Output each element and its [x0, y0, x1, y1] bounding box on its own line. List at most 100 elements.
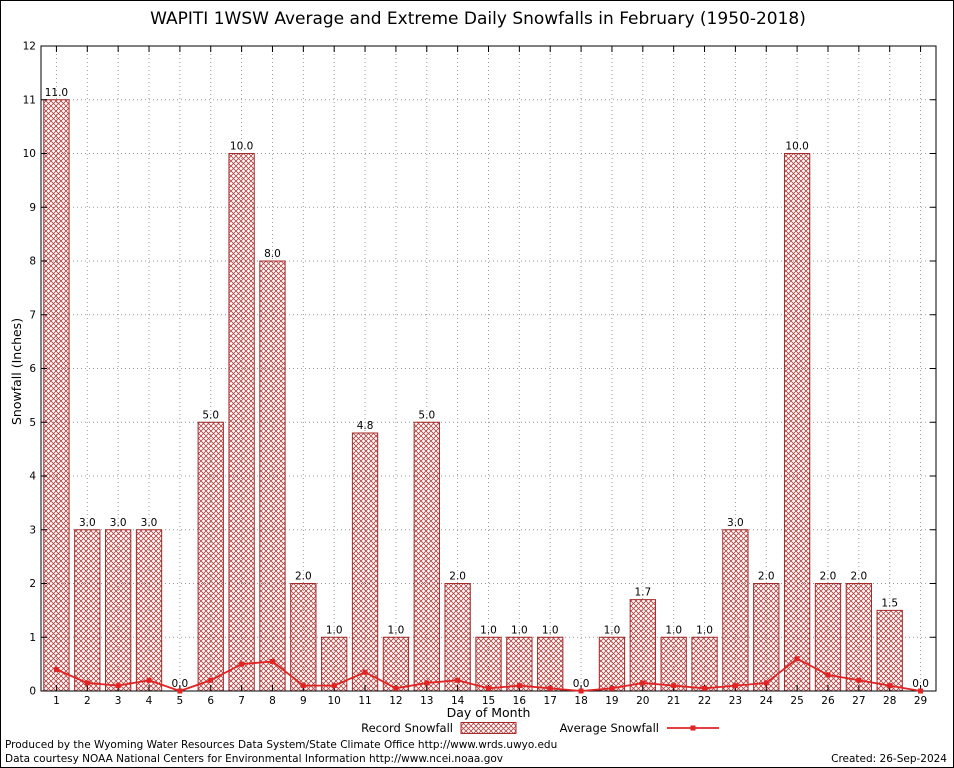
- record-snowfall-bar: [783, 153, 811, 692]
- bar-value-label: 3.0: [110, 517, 127, 529]
- bar-value-label: 1.0: [604, 624, 621, 636]
- bar-value-label: 3.0: [141, 517, 158, 529]
- x-tick-label: 19: [605, 695, 618, 707]
- record-snowfall-bar: [629, 599, 656, 692]
- average-snowfall-point: [177, 688, 183, 694]
- average-snowfall-point: [208, 677, 214, 683]
- average-snowfall-point: [732, 683, 738, 689]
- average-snowfall-point: [393, 685, 399, 691]
- bar-value-label: 0.0: [912, 678, 929, 690]
- record-snowfall-bar: [197, 421, 224, 692]
- average-snowfall-point: [84, 680, 90, 686]
- legend-average-label: Average Snowfall: [560, 721, 659, 735]
- record-snowfall-bar: [228, 153, 255, 692]
- x-tick-label: 17: [544, 695, 557, 707]
- x-tick-label: 21: [667, 695, 680, 707]
- bar-value-label: 1.7: [634, 587, 651, 599]
- x-tick-label: 29: [914, 695, 927, 707]
- record-snowfall-bar: [845, 583, 872, 692]
- record-snowfall-bar: [351, 432, 379, 692]
- bar-value-label: 1.0: [326, 624, 343, 636]
- record-snowfall-bar: [506, 636, 533, 692]
- average-snowfall-point: [239, 661, 245, 667]
- record-snowfall-bar: [135, 529, 163, 692]
- average-snowfall-point: [300, 683, 306, 689]
- average-snowfall-point: [578, 688, 584, 694]
- y-tick-label: 0: [29, 686, 36, 698]
- y-tick-label: 4: [29, 471, 36, 483]
- y-tick-label: 5: [29, 417, 36, 429]
- bar-value-label: 3.0: [727, 517, 744, 529]
- y-tick-label: 3: [29, 524, 36, 536]
- bar-value-label: 2.0: [295, 571, 312, 583]
- record-snowfall-bar: [259, 260, 286, 692]
- x-tick-label: 12: [389, 695, 402, 707]
- bar-value-label: 5.0: [202, 409, 219, 421]
- average-snowfall-point: [455, 677, 461, 683]
- x-tick-label: 24: [760, 695, 774, 707]
- x-tick-label: 11: [358, 695, 371, 707]
- y-tick-label: 8: [29, 256, 36, 268]
- x-tick-label: 18: [574, 695, 587, 707]
- record-snowfall-bar: [321, 636, 348, 692]
- x-tick-label: 6: [207, 695, 214, 707]
- footer-created-date: Created: 26-Sep-2024: [831, 753, 947, 765]
- bar-value-label: 8.0: [264, 248, 281, 260]
- legend-average-point-icon: [690, 725, 696, 731]
- average-snowfall-point: [486, 685, 491, 691]
- average-snowfall-point: [918, 688, 924, 694]
- x-tick-label: 1: [53, 695, 60, 707]
- bar-value-label: 10.0: [785, 141, 808, 153]
- average-snowfall-point: [825, 672, 831, 678]
- x-tick-label: 27: [852, 695, 865, 707]
- x-tick-label: 25: [790, 695, 803, 707]
- x-tick-label: 26: [821, 695, 835, 707]
- chart-title: WAPITI 1WSW Average and Extreme Daily Sn…: [150, 9, 806, 29]
- record-snowfall-bar: [691, 636, 718, 692]
- average-snowfall-point: [640, 680, 646, 686]
- average-snowfall-point: [115, 683, 121, 689]
- y-tick-label: 11: [23, 94, 36, 106]
- x-tick-label: 4: [146, 695, 153, 707]
- bar-value-label: 11.0: [45, 87, 68, 99]
- record-snowfall-bar: [290, 583, 317, 692]
- x-tick-label: 22: [698, 695, 711, 707]
- average-snowfall-point: [702, 685, 708, 691]
- bar-value-label: 2.0: [449, 571, 466, 583]
- bar-value-label: 5.0: [418, 409, 435, 421]
- x-tick-label: 10: [328, 695, 341, 707]
- x-tick-label: 13: [420, 695, 433, 707]
- average-snowfall-point: [516, 683, 522, 689]
- record-snowfall-bar: [537, 636, 564, 692]
- average-snowfall-point: [609, 685, 615, 691]
- x-tick-label: 14: [451, 695, 465, 707]
- y-tick-label: 12: [23, 41, 36, 53]
- footer-produced-by: Produced by the Wyoming Water Resources …: [5, 739, 558, 751]
- y-tick-label: 10: [23, 148, 36, 160]
- average-snowfall-point: [53, 667, 59, 672]
- bar-value-label: 1.5: [881, 597, 898, 609]
- x-tick-label: 9: [300, 695, 307, 707]
- average-snowfall-point: [269, 658, 275, 664]
- average-snowfall-point: [146, 677, 152, 683]
- record-snowfall-bar: [74, 529, 101, 692]
- y-tick-label: 1: [29, 632, 36, 644]
- x-tick-label: 7: [238, 695, 245, 707]
- bar-value-label: 1.0: [696, 624, 713, 636]
- bar-value-label: 1.0: [388, 624, 405, 636]
- x-tick-label: 16: [513, 695, 527, 707]
- average-snowfall-point: [331, 683, 337, 689]
- record-snowfall-bar: [598, 636, 626, 692]
- bar-value-label: 1.0: [480, 624, 497, 636]
- bar-value-label: 10.0: [230, 141, 253, 153]
- legend-record-swatch-icon: [460, 722, 517, 734]
- average-snowfall-point: [547, 685, 553, 691]
- x-tick-label: 8: [269, 695, 276, 707]
- y-tick-label: 2: [29, 578, 36, 590]
- x-tick-label: 15: [482, 695, 495, 707]
- average-snowfall-point: [794, 656, 800, 662]
- record-snowfall-bar: [444, 583, 471, 692]
- bar-value-label: 2.0: [820, 571, 837, 583]
